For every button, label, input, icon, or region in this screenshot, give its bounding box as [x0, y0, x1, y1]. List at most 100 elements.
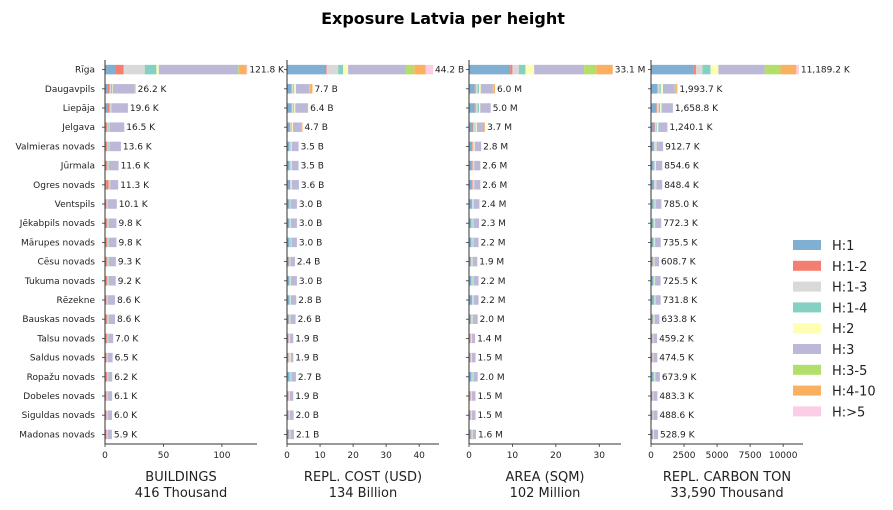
bar-value-label: 9.3 K [118, 258, 142, 268]
bar-segment [107, 295, 116, 305]
bar-segment [289, 333, 294, 344]
bar-segment [289, 256, 291, 267]
bar-segment [107, 160, 109, 171]
bar-segment [472, 218, 473, 228]
bar-segment [471, 429, 473, 440]
bar-segment [654, 141, 656, 152]
x-tick-label: 40 [413, 451, 425, 461]
bar-value-label: 2.8 B [298, 296, 321, 306]
bar-segment [106, 160, 108, 171]
bar-segment [653, 199, 654, 209]
bar-segment [338, 64, 344, 75]
bar-segment [653, 276, 654, 286]
bar-segment [290, 295, 297, 305]
region-label: Jūrmala [60, 162, 95, 172]
bar-segment [471, 410, 472, 420]
bar-segment [108, 333, 114, 344]
bar-value-label: 2.2 M [481, 277, 506, 287]
bar-segment [106, 141, 108, 152]
bar-segment [693, 64, 696, 75]
bar-segment [471, 218, 472, 228]
bar-segment [107, 333, 109, 344]
bar-segment [472, 180, 474, 190]
region-label: Jēkabpils novads [19, 219, 96, 229]
bar-value-label: 1.6 M [478, 430, 503, 440]
bar-segment [108, 218, 110, 228]
bar-segment [291, 122, 292, 132]
bar-segment [661, 103, 673, 113]
x-tick-label: 2500 [673, 451, 696, 461]
bar-segment [107, 84, 110, 94]
bar-segment [651, 256, 653, 267]
bar-segment [290, 256, 295, 267]
bar-value-label: 474.5 K [659, 354, 695, 364]
bar-segment [476, 122, 485, 132]
bar-segment [107, 141, 109, 152]
bar-segment [652, 352, 653, 363]
bar-segment [108, 141, 110, 152]
bar-segment [290, 141, 292, 152]
bar-segment [290, 160, 292, 171]
bar-segment [471, 218, 473, 228]
bar-segment [652, 333, 653, 344]
bar-segment [289, 410, 294, 420]
bar-value-label: 608.7 K [661, 258, 697, 268]
bar-segment [470, 429, 472, 440]
bar-segment [654, 314, 660, 324]
bar-segment [289, 276, 291, 286]
bar-segment [287, 160, 289, 171]
bar-segment [472, 237, 473, 248]
bar-segment [710, 64, 719, 75]
bar-segment [291, 122, 293, 132]
bar-segment [289, 295, 290, 305]
bar-segment [471, 391, 473, 401]
bar-segment [107, 295, 108, 305]
bar-segment [309, 84, 313, 94]
bar-segment [656, 84, 658, 94]
bar-segment [108, 314, 110, 324]
bar-segment [655, 180, 657, 190]
bar-segment [652, 410, 653, 420]
bar-segment [469, 237, 472, 248]
bar-segment [289, 372, 291, 382]
legend-swatch [793, 385, 821, 396]
bar-segment [107, 410, 108, 420]
bar-segment [653, 276, 655, 286]
bar-segment [596, 64, 613, 75]
bar-segment [307, 103, 309, 113]
bar-value-label: 3.6 B [301, 181, 324, 191]
bar-value-label: 725.5 K [663, 277, 699, 287]
bar-segment [473, 180, 474, 190]
region-label: Daugavpils [45, 85, 95, 95]
bar-segment [473, 180, 475, 190]
bar-segment [653, 372, 654, 382]
bar-segment [652, 352, 654, 363]
x-tick-label: 30 [380, 451, 392, 461]
bar-segment [477, 84, 479, 94]
panel-2: 44.2 B 7.7 B 6.4 B 4.7 B 3.5 B 3.5 B 3.6 B 3.0 … [284, 60, 464, 501]
bar-segment [469, 84, 475, 94]
panel-total: 102 Million [510, 486, 581, 501]
bar-segment [654, 372, 655, 382]
bar-segment [510, 64, 513, 75]
bar-segment [105, 122, 107, 132]
bar-segment [653, 237, 655, 248]
region-label: Rīga [75, 66, 95, 76]
region-label: Valmieras novads [16, 142, 96, 152]
bar-segment [295, 103, 308, 113]
bar-segment [109, 141, 121, 152]
bar-segment [471, 256, 473, 267]
bar-segment [653, 391, 654, 401]
bar-segment [105, 352, 107, 363]
bar-segment [512, 64, 519, 75]
bar-segment [652, 410, 654, 420]
bar-segment [289, 199, 290, 209]
bar-segment [654, 199, 656, 209]
bar-segment [473, 372, 478, 382]
bar-segment [105, 372, 107, 382]
bar-segment [651, 218, 654, 228]
bar-segment [469, 160, 472, 171]
region-label: Ventspils [55, 200, 96, 210]
bar-value-label: 1.9 B [295, 392, 318, 402]
bar-value-label: 3.0 B [299, 277, 322, 287]
